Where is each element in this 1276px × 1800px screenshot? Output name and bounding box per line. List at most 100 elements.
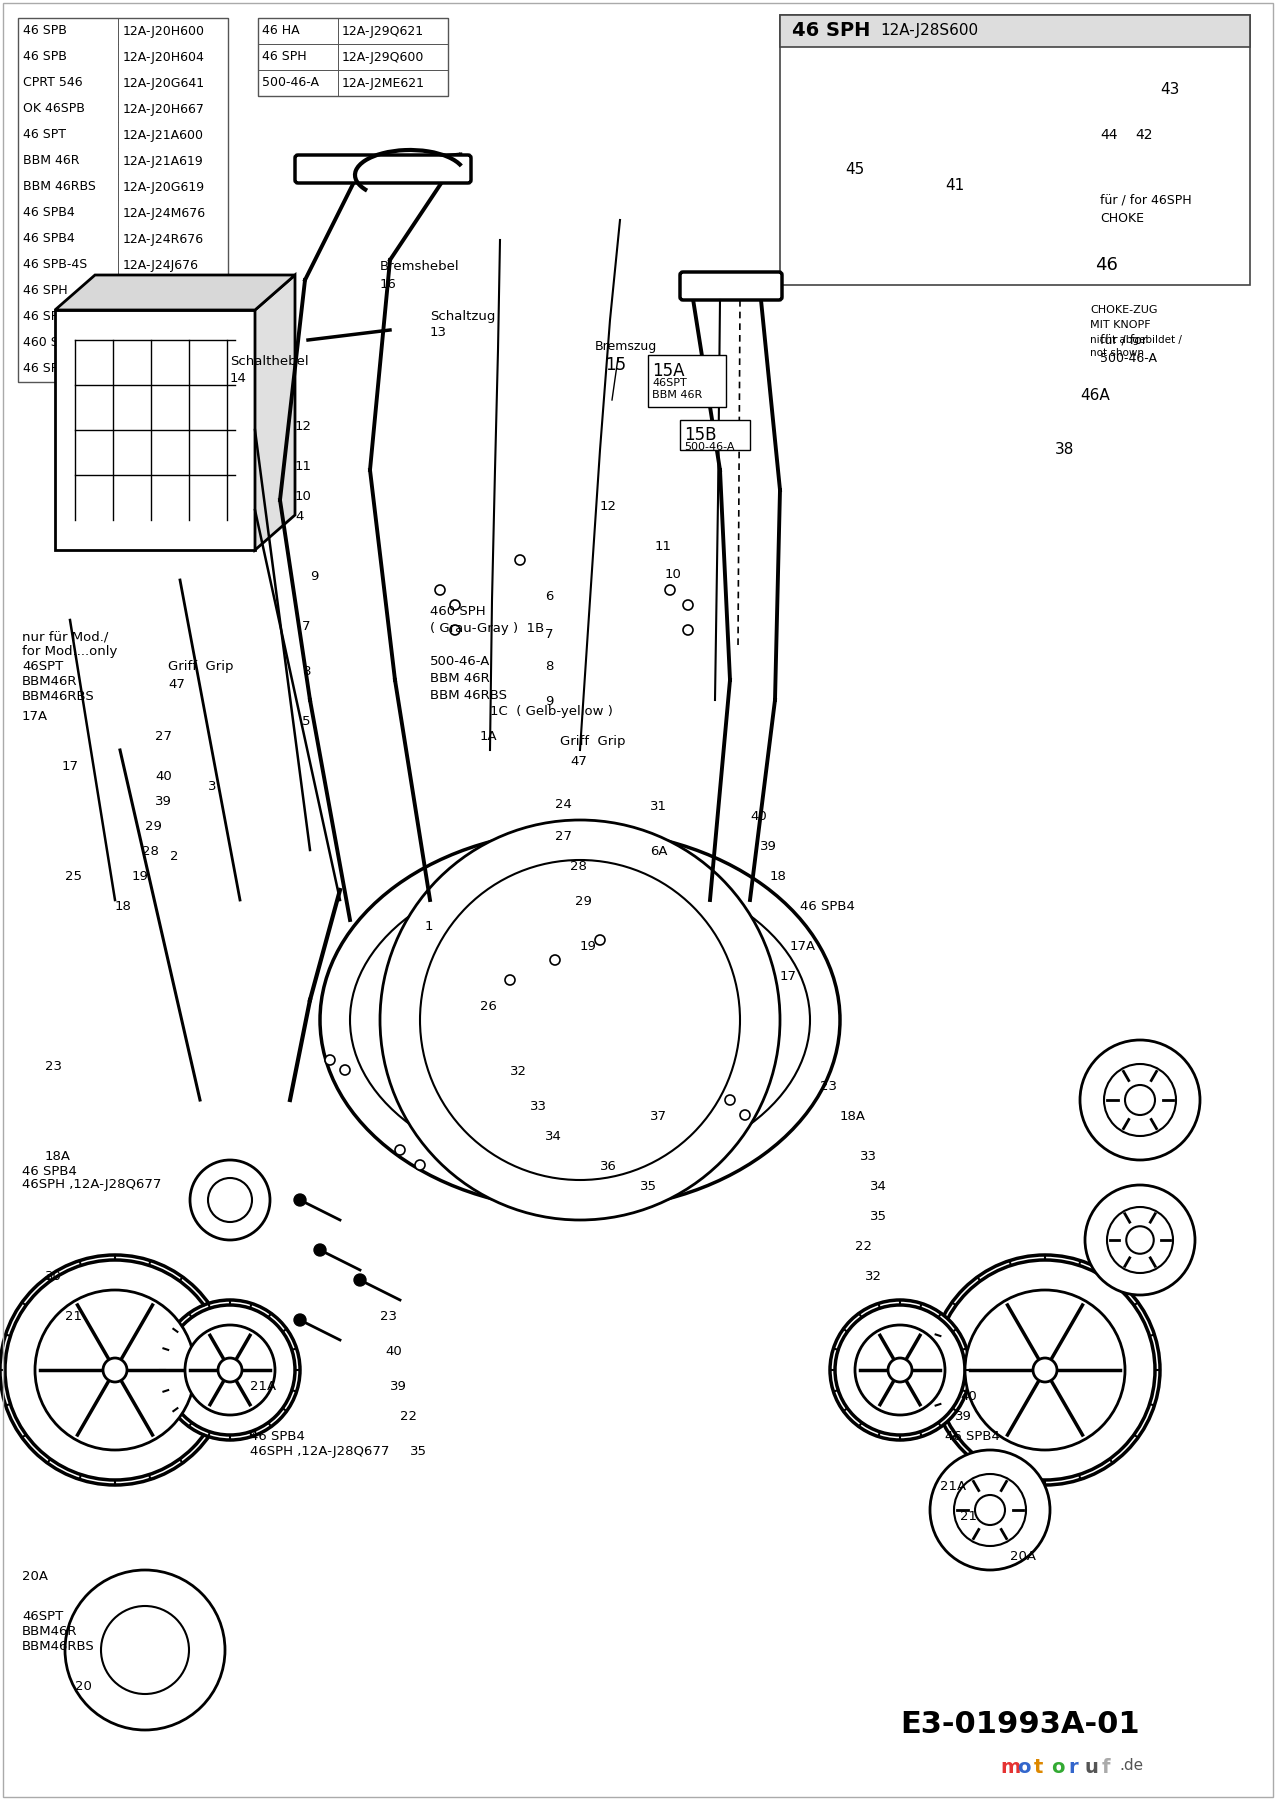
- Bar: [18, 175, 228, 200]
- Text: BBM 46R: BBM 46R: [23, 155, 79, 167]
- Circle shape: [1104, 1064, 1176, 1136]
- Text: ( Grau-Gray )  1B: ( Grau-Gray ) 1B: [430, 623, 545, 635]
- Text: 12A-J24R676: 12A-J24R676: [122, 232, 204, 245]
- Polygon shape: [55, 275, 295, 310]
- Text: 10: 10: [665, 569, 681, 581]
- Text: 19: 19: [581, 940, 597, 952]
- Text: 46SPT: 46SPT: [22, 661, 64, 673]
- Circle shape: [353, 1274, 366, 1285]
- Circle shape: [103, 1357, 128, 1382]
- Bar: [18, 277, 117, 304]
- Text: OK 46SPB: OK 46SPB: [23, 103, 85, 115]
- Circle shape: [855, 1325, 946, 1415]
- Text: BBM 46R: BBM 46R: [430, 671, 490, 686]
- Text: 12A-J20H604: 12A-J20H604: [122, 50, 205, 63]
- Bar: [18, 200, 228, 227]
- Text: 12A-J29Q600: 12A-J29Q600: [342, 50, 425, 63]
- Bar: [117, 148, 228, 175]
- Circle shape: [5, 1260, 225, 1480]
- Text: m: m: [1000, 1759, 1021, 1777]
- Ellipse shape: [320, 830, 840, 1210]
- Text: 11: 11: [295, 461, 313, 473]
- Text: 21A: 21A: [250, 1381, 276, 1393]
- Text: .de: .de: [1119, 1759, 1143, 1773]
- Text: 29: 29: [575, 895, 592, 907]
- Bar: [18, 329, 117, 356]
- Text: for Mod....only: for Mod....only: [22, 644, 117, 659]
- Bar: [18, 329, 228, 356]
- Text: 46 SPT: 46 SPT: [23, 128, 66, 142]
- Text: CPRT 546: CPRT 546: [23, 76, 83, 90]
- Text: 21: 21: [65, 1310, 82, 1323]
- Circle shape: [835, 1305, 965, 1435]
- Bar: [117, 70, 228, 95]
- Text: 32: 32: [865, 1271, 882, 1283]
- Text: 35: 35: [870, 1210, 887, 1222]
- Text: u: u: [1085, 1759, 1099, 1777]
- Text: 20A: 20A: [22, 1570, 48, 1582]
- Text: 23: 23: [380, 1310, 397, 1323]
- Text: 23: 23: [45, 1060, 63, 1073]
- Bar: [18, 227, 117, 252]
- Text: 17: 17: [63, 760, 79, 772]
- Text: 33: 33: [530, 1100, 547, 1112]
- Text: 6: 6: [545, 590, 554, 603]
- Bar: [18, 18, 228, 43]
- Text: 12: 12: [600, 500, 618, 513]
- Text: 46 SPB4: 46 SPB4: [250, 1429, 305, 1444]
- Text: nur für Mod./: nur für Mod./: [22, 630, 108, 643]
- Text: 46 SPH: 46 SPH: [23, 362, 68, 376]
- Text: nicht abgebildet /: nicht abgebildet /: [1090, 335, 1182, 346]
- Bar: [18, 200, 117, 227]
- Circle shape: [420, 860, 740, 1181]
- Text: 17: 17: [780, 970, 798, 983]
- Text: 21: 21: [960, 1510, 977, 1523]
- Text: 17A: 17A: [790, 940, 817, 952]
- Text: 46 SPB4: 46 SPB4: [946, 1429, 1000, 1444]
- Text: 500-46-A: 500-46-A: [684, 443, 735, 452]
- Circle shape: [435, 585, 445, 596]
- Text: 14: 14: [230, 373, 246, 385]
- Text: CHOKE: CHOKE: [1100, 212, 1145, 225]
- Text: 15: 15: [605, 356, 627, 374]
- Text: 26: 26: [480, 1001, 496, 1013]
- Text: 46 SPB4: 46 SPB4: [23, 232, 75, 245]
- Text: 29: 29: [145, 821, 162, 833]
- Text: 3: 3: [208, 779, 217, 794]
- Bar: [780, 14, 1250, 47]
- Circle shape: [339, 1066, 350, 1075]
- Bar: [18, 43, 228, 70]
- Circle shape: [380, 821, 780, 1220]
- Circle shape: [965, 1291, 1125, 1451]
- Circle shape: [101, 1606, 189, 1694]
- Text: 34: 34: [545, 1130, 561, 1143]
- Bar: [117, 356, 228, 382]
- Bar: [18, 356, 228, 382]
- Text: 2: 2: [170, 850, 179, 862]
- Text: 46 SPB4: 46 SPB4: [800, 900, 855, 913]
- Text: 500-46-A: 500-46-A: [430, 655, 490, 668]
- Text: 46 SPB4: 46 SPB4: [23, 207, 75, 220]
- Text: 22: 22: [855, 1240, 872, 1253]
- Bar: [117, 252, 228, 277]
- Text: 46SPH ,12A-J28Q677: 46SPH ,12A-J28Q677: [22, 1177, 161, 1192]
- Text: 47: 47: [168, 679, 185, 691]
- Bar: [18, 70, 117, 95]
- Text: 44: 44: [1100, 128, 1118, 142]
- Circle shape: [396, 1145, 404, 1156]
- Text: 7: 7: [545, 628, 554, 641]
- Text: 12A-J2ME621: 12A-J2ME621: [342, 76, 425, 90]
- Bar: [780, 14, 1250, 284]
- Text: 6A: 6A: [649, 844, 667, 859]
- Text: 12A-J28S600: 12A-J28S600: [122, 310, 204, 324]
- Circle shape: [208, 1177, 251, 1222]
- Circle shape: [683, 625, 693, 635]
- Bar: [18, 95, 228, 122]
- Text: für / for: für / for: [1100, 333, 1147, 346]
- Text: 39: 39: [954, 1409, 972, 1424]
- FancyBboxPatch shape: [680, 272, 782, 301]
- Circle shape: [1079, 1040, 1199, 1159]
- Bar: [18, 18, 228, 382]
- Bar: [55, 310, 255, 551]
- Text: 1: 1: [425, 920, 434, 932]
